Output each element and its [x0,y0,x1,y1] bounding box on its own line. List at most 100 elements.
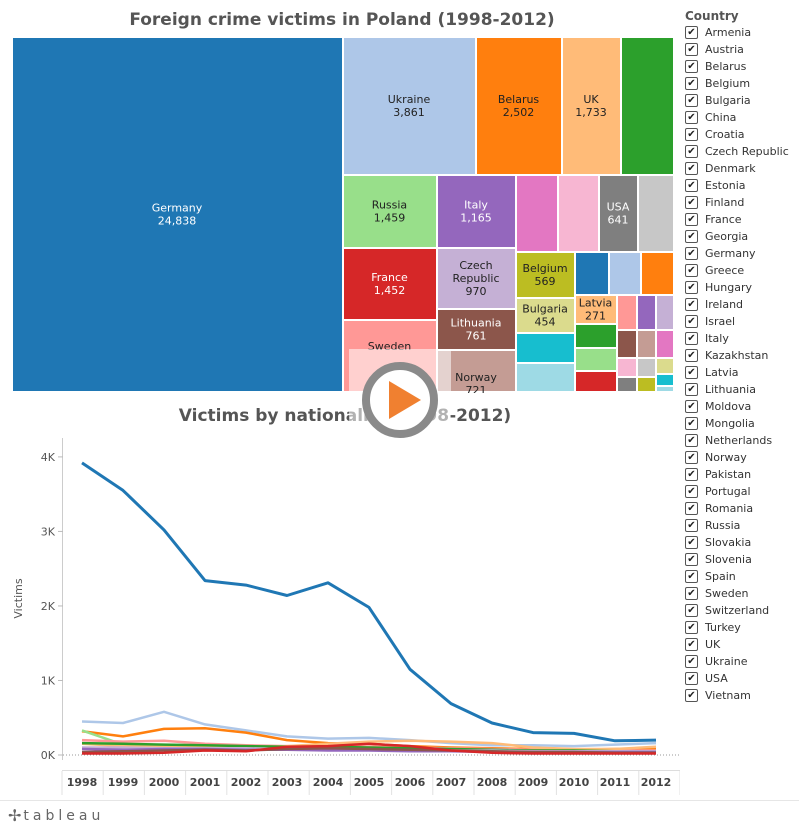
legend-item-russia[interactable]: ✔ Russia [685,517,797,534]
treemap-tile-italy[interactable] [437,175,516,248]
checkbox-checked-icon[interactable]: ✔ [685,672,698,685]
legend-item-norway[interactable]: ✔ Norway [685,449,797,466]
legend-item-pakistan[interactable]: ✔ Pakistan [685,466,797,483]
checkbox-checked-icon[interactable]: ✔ [685,349,698,362]
checkbox-checked-icon[interactable]: ✔ [685,213,698,226]
legend-item-bulgaria[interactable]: ✔ Bulgaria [685,92,797,109]
checkbox-checked-icon[interactable]: ✔ [685,77,698,90]
legend-item-usa[interactable]: ✔ USA [685,670,797,687]
checkbox-checked-icon[interactable]: ✔ [685,43,698,56]
legend-item-slovenia[interactable]: ✔ Slovenia [685,551,797,568]
legend-item-slovakia[interactable]: ✔ Slovakia [685,534,797,551]
legend-item-austria[interactable]: ✔ Austria [685,41,797,58]
checkbox-checked-icon[interactable]: ✔ [685,179,698,192]
legend-item-belgium[interactable]: ✔ Belgium [685,75,797,92]
treemap-tile-france[interactable] [343,248,437,320]
treemap-chart[interactable]: Germany24,838Ukraine3,861Belarus2,502UK1… [12,37,674,393]
series-line[interactable] [81,747,656,755]
checkbox-checked-icon[interactable]: ✔ [685,468,698,481]
legend-item-uk[interactable]: ✔ UK [685,636,797,653]
legend-item-kazakhstan[interactable]: ✔ Kazakhstan [685,347,797,364]
checkbox-checked-icon[interactable]: ✔ [685,111,698,124]
treemap-tile-other[interactable] [516,175,558,252]
legend-item-ukraine[interactable]: ✔ Ukraine [685,653,797,670]
treemap-tile-other[interactable] [656,330,674,358]
checkbox-checked-icon[interactable]: ✔ [685,587,698,600]
legend-item-portugal[interactable]: ✔ Portugal [685,483,797,500]
treemap-tile-other[interactable] [558,175,599,252]
checkbox-checked-icon[interactable]: ✔ [685,536,698,549]
treemap-tile-germany[interactable] [12,37,343,392]
checkbox-checked-icon[interactable]: ✔ [685,655,698,668]
checkbox-checked-icon[interactable]: ✔ [685,604,698,617]
treemap-tile-other[interactable] [637,330,656,358]
checkbox-checked-icon[interactable]: ✔ [685,60,698,73]
treemap-tile-uk[interactable] [562,37,621,175]
treemap-tile-other[interactable] [575,252,609,295]
treemap-tile-other[interactable] [656,374,674,386]
checkbox-checked-icon[interactable]: ✔ [685,451,698,464]
checkbox-checked-icon[interactable]: ✔ [685,689,698,702]
checkbox-checked-icon[interactable]: ✔ [685,434,698,447]
treemap-tile-czech-republic[interactable] [437,248,516,309]
legend-item-greece[interactable]: ✔ Greece [685,262,797,279]
legend-item-armenia[interactable]: ✔ Armenia [685,24,797,41]
legend-item-croatia[interactable]: ✔ Croatia [685,126,797,143]
checkbox-checked-icon[interactable]: ✔ [685,281,698,294]
treemap-tile-usa[interactable] [599,175,638,252]
checkbox-checked-icon[interactable]: ✔ [685,570,698,583]
treemap-tile-lithuania[interactable] [437,309,516,350]
legend-item-turkey[interactable]: ✔ Turkey [685,619,797,636]
series-line[interactable] [81,461,657,743]
line-chart[interactable]: 0K 1K 2K 3K 4K Victims 1998 1999 2000 2001 2002 200… [0,430,680,800]
treemap-tile-latvia[interactable] [575,295,617,324]
tableau-logo[interactable]: ✢ tableau [8,806,104,825]
legend-item-germany[interactable]: ✔ Germany [685,245,797,262]
legend-item-israel[interactable]: ✔ Israel [685,313,797,330]
legend-item-mongolia[interactable]: ✔ Mongolia [685,415,797,432]
checkbox-checked-icon[interactable]: ✔ [685,502,698,515]
treemap-tile-other[interactable] [656,358,674,374]
checkbox-checked-icon[interactable]: ✔ [685,162,698,175]
checkbox-checked-icon[interactable]: ✔ [685,519,698,532]
series-line[interactable] [81,739,657,751]
legend-item-denmark[interactable]: ✔ Denmark [685,160,797,177]
treemap-tile-other[interactable] [637,358,656,377]
checkbox-checked-icon[interactable]: ✔ [685,94,698,107]
legend-item-hungary[interactable]: ✔ Hungary [685,279,797,296]
checkbox-checked-icon[interactable]: ✔ [685,638,698,651]
checkbox-checked-icon[interactable]: ✔ [685,298,698,311]
treemap-tile-other[interactable] [656,386,674,392]
play-button[interactable] [349,349,451,451]
treemap-tile-other[interactable] [637,295,656,330]
legend-item-netherlands[interactable]: ✔ Netherlands [685,432,797,449]
treemap-tile-belarus[interactable] [476,37,562,175]
checkbox-checked-icon[interactable]: ✔ [685,264,698,277]
legend-item-romania[interactable]: ✔ Romania [685,500,797,517]
treemap-tile-other[interactable] [516,333,575,363]
treemap-tile-other[interactable] [617,295,637,330]
legend-item-estonia[interactable]: ✔ Estonia [685,177,797,194]
treemap-tile-other[interactable] [516,363,575,392]
treemap-tile-other[interactable] [617,358,637,377]
checkbox-checked-icon[interactable]: ✔ [685,621,698,634]
checkbox-checked-icon[interactable]: ✔ [685,417,698,430]
treemap-tile-other[interactable] [638,175,674,252]
treemap-tile-bulgaria[interactable] [516,298,575,333]
legend-item-switzerland[interactable]: ✔ Switzerland [685,602,797,619]
series-line[interactable] [82,742,656,755]
treemap-tile-other[interactable] [656,295,674,330]
legend-item-italy[interactable]: ✔ Italy [685,330,797,347]
legend-item-belarus[interactable]: ✔ Belarus [685,58,797,75]
checkbox-checked-icon[interactable]: ✔ [685,315,698,328]
treemap-tile-ukraine[interactable] [343,37,476,175]
checkbox-checked-icon[interactable]: ✔ [685,196,698,209]
checkbox-checked-icon[interactable]: ✔ [685,247,698,260]
checkbox-checked-icon[interactable]: ✔ [685,230,698,243]
legend-item-moldova[interactable]: ✔ Moldova [685,398,797,415]
treemap-tile-other[interactable] [609,252,641,295]
legend-item-czech-republic[interactable]: ✔ Czech Republic [685,143,797,160]
treemap-tile-other[interactable] [617,330,637,358]
legend-item-georgia[interactable]: ✔ Georgia [685,228,797,245]
legend-item-spain[interactable]: ✔ Spain [685,568,797,585]
